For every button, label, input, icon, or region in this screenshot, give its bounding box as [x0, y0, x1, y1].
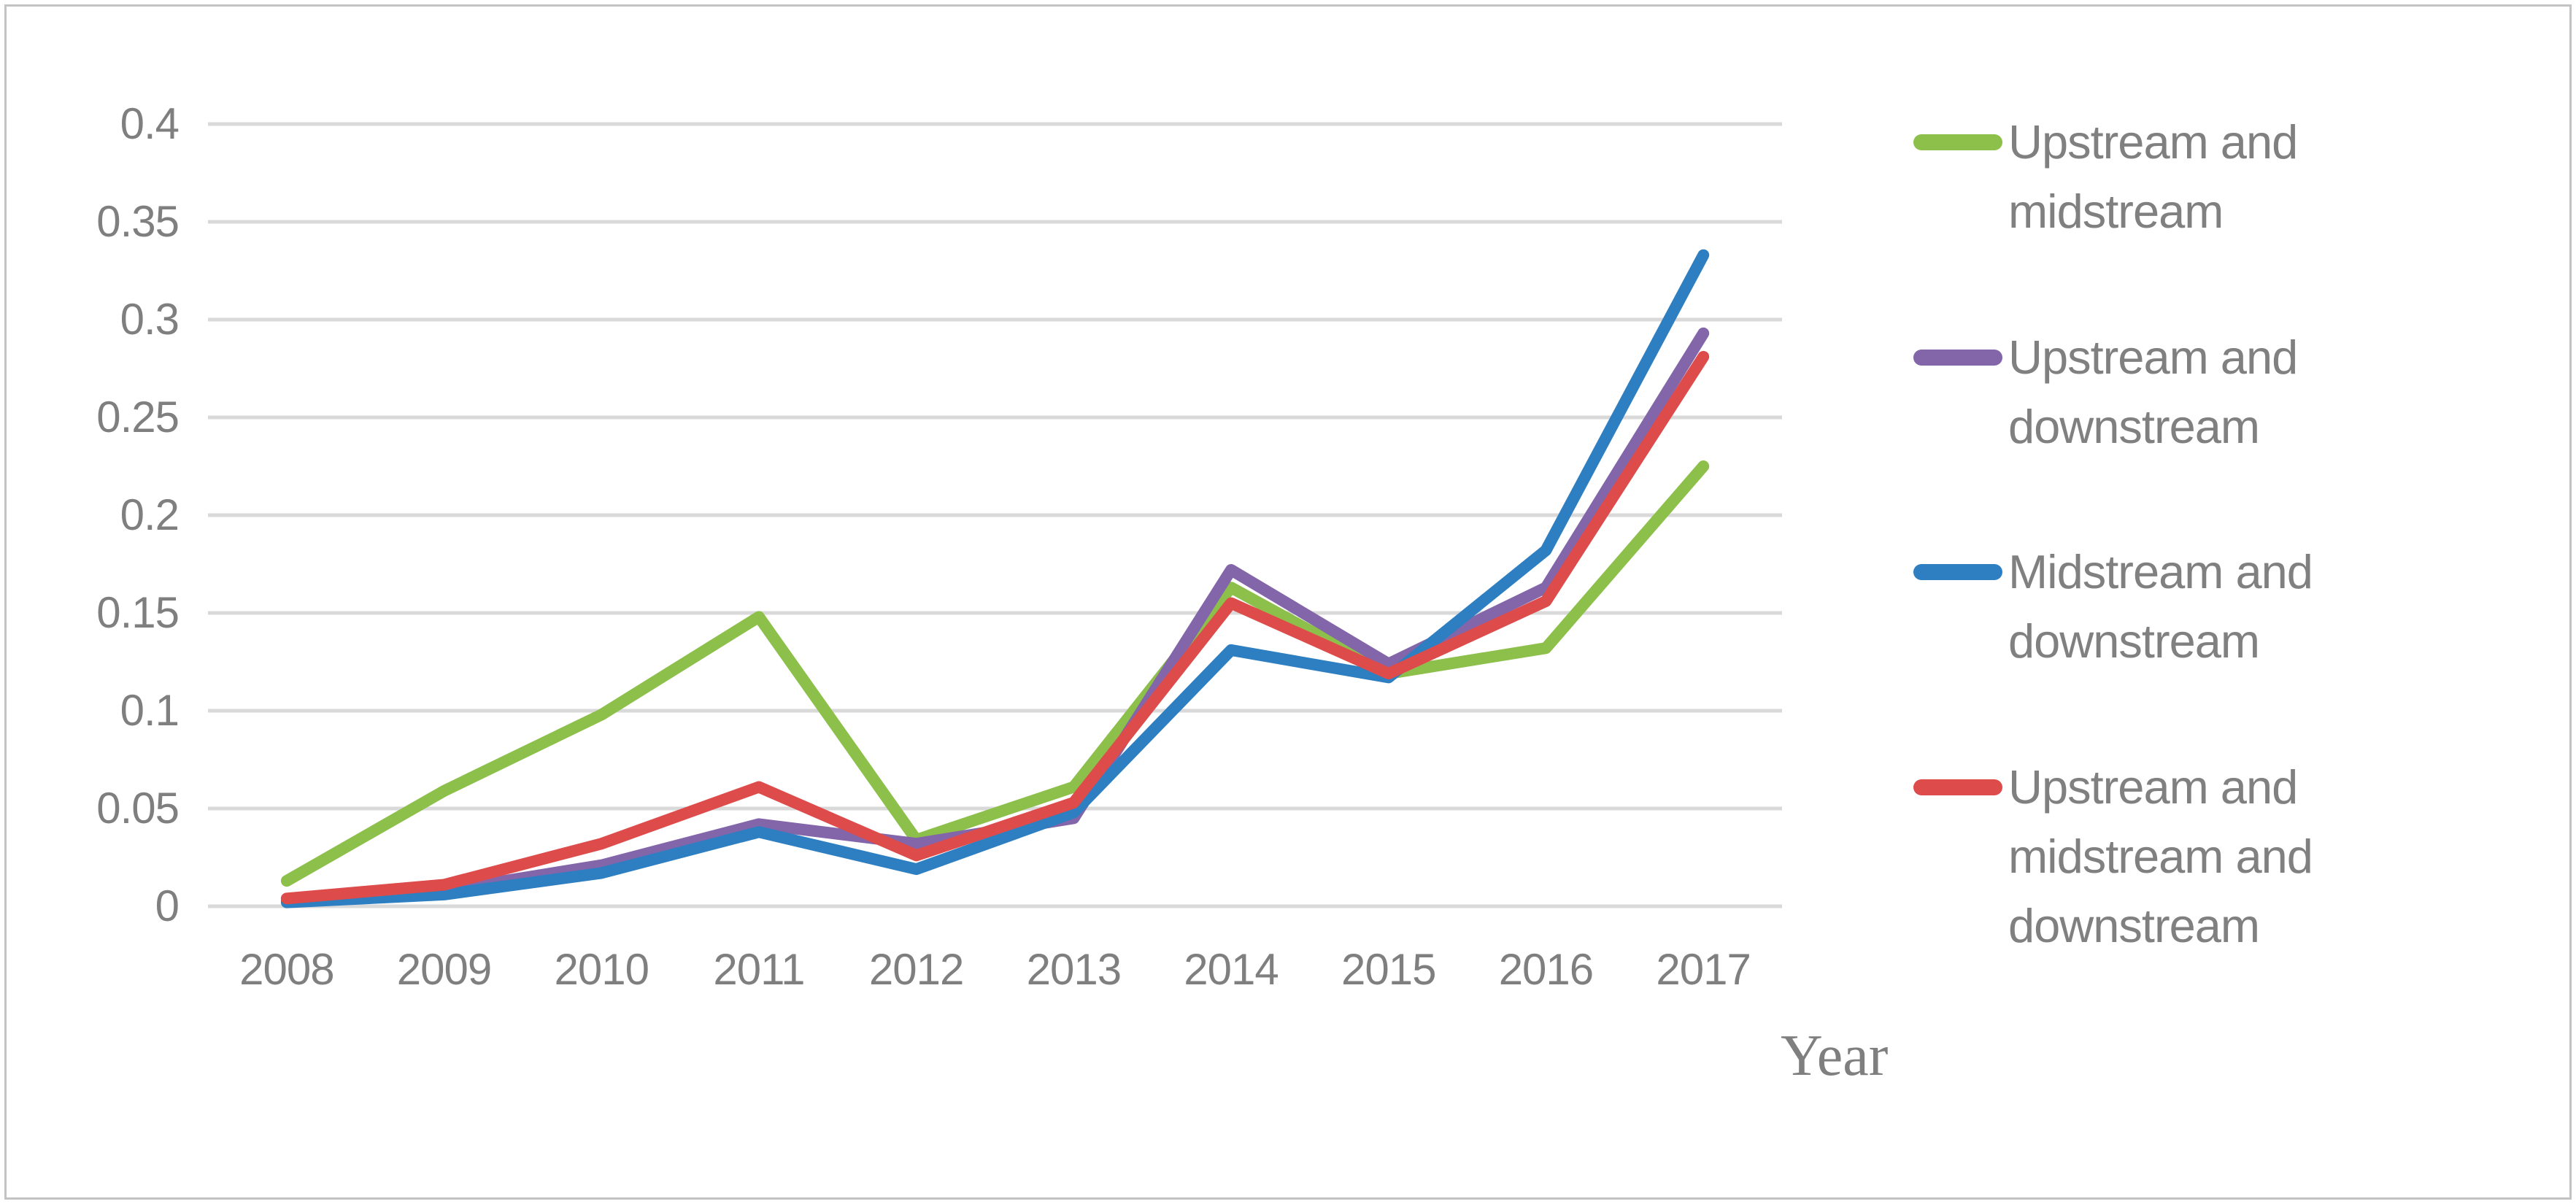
series-line-2: [280, 249, 1710, 908]
x-tick-label-2014: 2014: [1184, 945, 1279, 994]
legend-label: Midstream and downstream: [2008, 537, 2313, 676]
legend-label-line: midstream and: [2008, 830, 2313, 883]
legend-label-line: Upstream and: [2008, 115, 2298, 169]
legend-label: Upstream and midstream: [2008, 107, 2298, 246]
legend-label-line: downstream: [2008, 400, 2260, 453]
legend-label-line: Upstream and: [2008, 760, 2298, 814]
y-tick-label-0.15: 0.15: [96, 588, 180, 637]
y-tick-label-0.4: 0.4: [120, 99, 180, 148]
x-axis-title: Year: [1781, 1024, 1889, 1088]
x-tick-label-2010: 2010: [554, 945, 649, 994]
y-tick-label-0.05: 0.05: [96, 784, 180, 833]
legend-label-line: midstream: [2008, 185, 2224, 238]
series-line-0: [280, 460, 1710, 887]
legend-swatch-icon: [1913, 134, 2002, 150]
legend-entry-2: Midstream and downstream: [1913, 537, 2313, 676]
y-tick-label-0.25: 0.25: [96, 393, 180, 441]
x-tick-label-2009: 2009: [396, 945, 492, 994]
legend-label-line: downstream: [2008, 614, 2260, 668]
legend-swatch-icon: [1913, 350, 2002, 366]
series-line-3: [280, 350, 1710, 905]
legend-label: Upstream and midstream and downstream: [2008, 752, 2313, 960]
y-tick-label-0.3: 0.3: [120, 295, 180, 344]
x-tick-label-2011: 2011: [713, 945, 805, 994]
y-tick-label-0.35: 0.35: [96, 197, 180, 246]
y-tick-label-0.1: 0.1: [120, 686, 180, 735]
legend-entry-0: Upstream and midstream: [1913, 107, 2298, 246]
legend-label-line: downstream: [2008, 899, 2260, 952]
legend-label-line: Upstream and: [2008, 331, 2298, 384]
x-tick-label-2016: 2016: [1498, 945, 1594, 994]
legend-entry-3: Upstream and midstream and downstream: [1913, 752, 2313, 960]
legend-label: Upstream and downstream: [2008, 323, 2298, 461]
x-tick-label-2017: 2017: [1656, 945, 1751, 994]
legend-label-line: Midstream and: [2008, 545, 2313, 598]
y-tick-label-0: 0: [155, 881, 180, 930]
x-tick-label-2013: 2013: [1026, 945, 1122, 994]
legend-swatch-icon: [1913, 564, 2002, 580]
y-tick-label-0.2: 0.2: [120, 490, 180, 539]
x-tick-label-2015: 2015: [1341, 945, 1436, 994]
x-tick-label-2012: 2012: [868, 945, 964, 994]
legend-swatch-icon: [1913, 779, 2002, 795]
legend-entry-1: Upstream and downstream: [1913, 323, 2298, 461]
x-tick-label-2008: 2008: [239, 945, 334, 994]
